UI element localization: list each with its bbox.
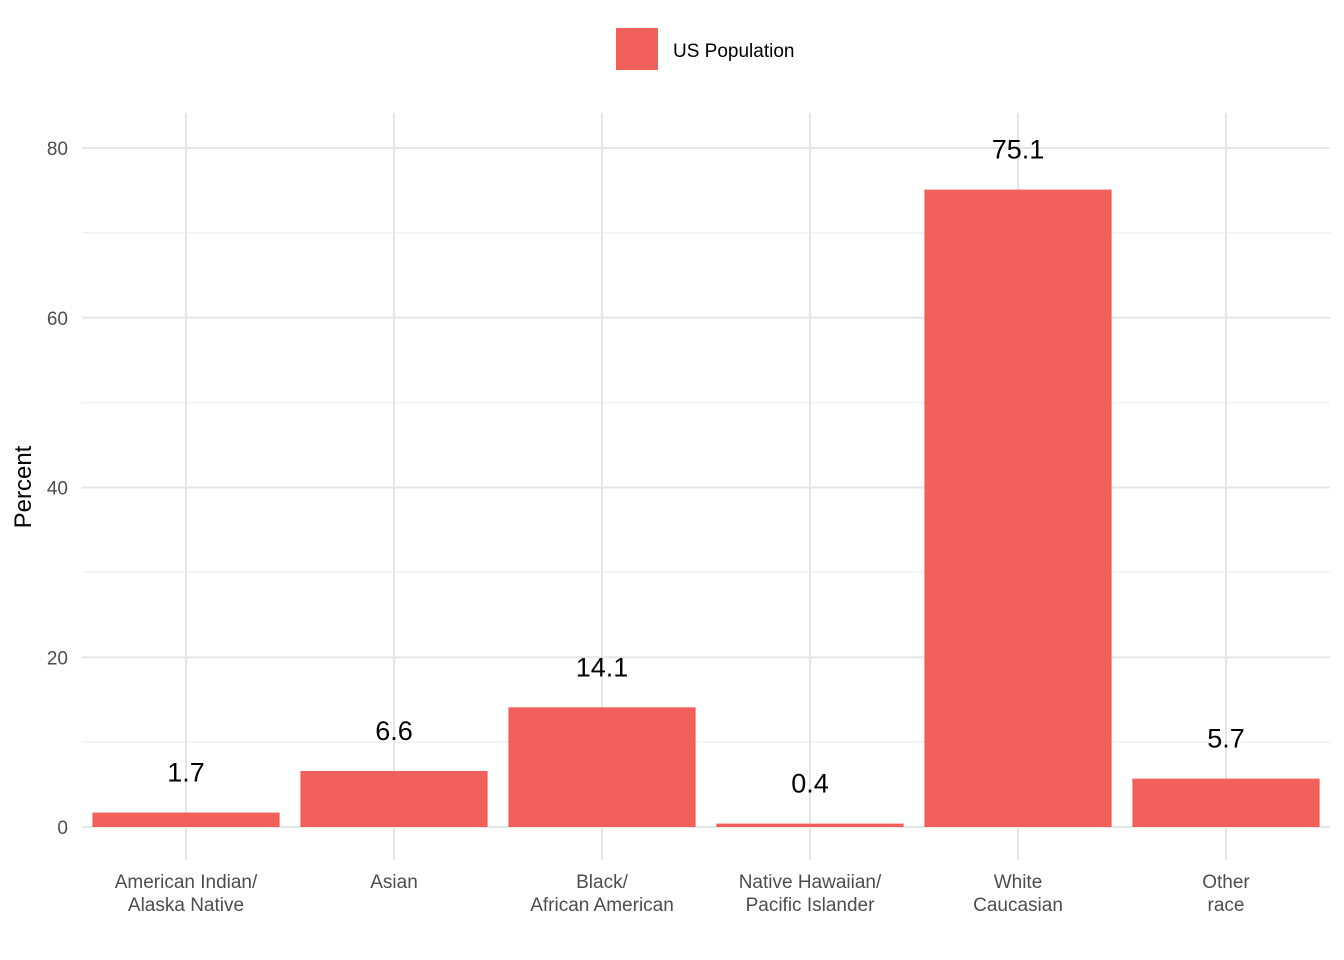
x-tick-label: Other race — [1202, 872, 1250, 916]
bar — [300, 770, 488, 827]
x-axis-ticks: American Indian/Alaska Native Asian Black/… — [115, 872, 1251, 916]
data-label: 5.7 — [1207, 724, 1245, 754]
y-tick-label: 60 — [47, 309, 68, 330]
legend-label-us-population: US Population — [673, 41, 794, 62]
bar — [508, 707, 696, 827]
data-label: 14.1 — [576, 652, 629, 682]
bar — [1132, 778, 1320, 827]
y-axis-ticks: 0 20 40 60 80 — [47, 139, 68, 839]
data-label: 75.1 — [992, 135, 1045, 165]
y-tick-label: 20 — [47, 648, 68, 669]
legend: US Population — [616, 28, 794, 70]
y-axis-title: Percent — [10, 445, 37, 528]
bars-layer — [92, 189, 1320, 827]
y-tick-label: 0 — [57, 818, 68, 839]
data-label: 0.4 — [791, 769, 829, 799]
x-tick-label: American Indian/Alaska Native — [115, 872, 258, 916]
legend-swatch-us-population — [616, 28, 658, 70]
y-tick-label: 80 — [47, 139, 68, 160]
grid-layer — [82, 113, 1330, 860]
y-tick-label: 40 — [47, 479, 68, 500]
bar — [924, 189, 1112, 827]
x-tick-label: Black/African American — [530, 872, 674, 916]
data-label: 6.6 — [375, 716, 413, 746]
data-label: 1.7 — [167, 758, 205, 788]
x-tick-label: Native Hawaiian/Pacific Islander — [739, 872, 882, 916]
data-labels-layer: 1.7 6.6 14.1 0.4 75.1 5.7 — [167, 135, 1245, 799]
bar — [716, 823, 904, 827]
bar — [92, 812, 280, 827]
x-tick-label: White Caucasian — [973, 872, 1063, 916]
x-tick-label: Asian — [370, 872, 418, 893]
